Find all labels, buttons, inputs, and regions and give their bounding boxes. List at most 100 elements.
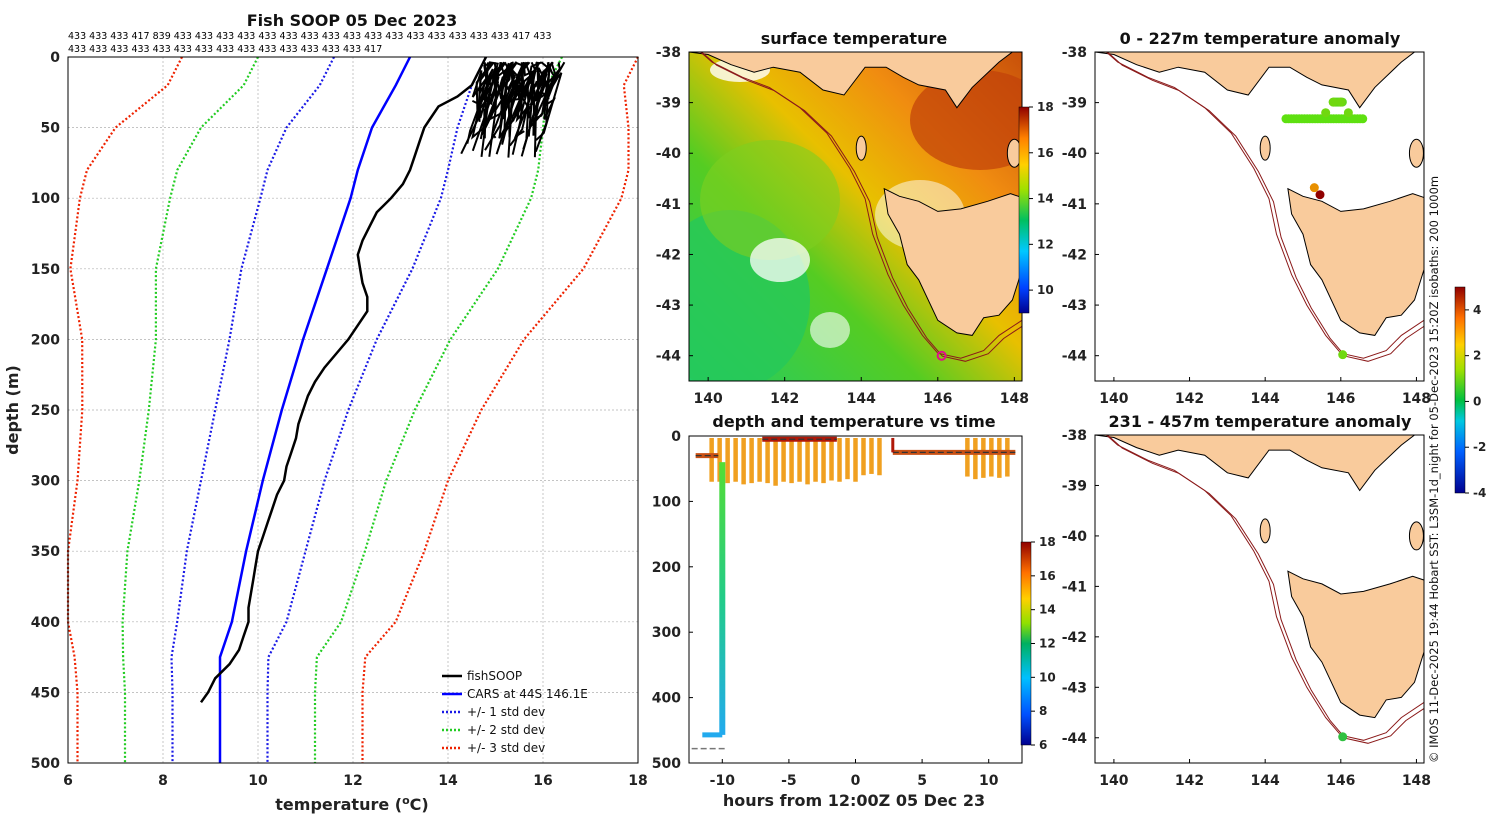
map-ytick-label: -41: [1062, 579, 1087, 595]
profile-ytick-label: 350: [31, 544, 60, 560]
map-xtick-label: 140: [694, 391, 723, 407]
depth-time-panel: depth and temperature vs time -10 -5 0 5 100…: [652, 412, 1056, 810]
depth-time-ytick-label: 400: [652, 691, 681, 707]
legend-std1: +/- 1 std dev: [467, 705, 545, 719]
profile-xlabel: temperature (oC): [275, 794, 428, 814]
map-xtick-label: 146: [1326, 391, 1355, 407]
depth-time-xtick-label: -10: [710, 773, 736, 789]
anomaly-colorbar: [1454, 286, 1466, 494]
depth-time-ytick-label: 200: [652, 560, 681, 576]
colorbar-tick-label: 16: [1037, 146, 1054, 160]
map-ytick-label: -40: [656, 146, 682, 162]
map-ytick-label: -42: [1062, 247, 1087, 263]
map-xtick-label: 144: [847, 391, 876, 407]
depth-time-frame: [688, 435, 1023, 764]
depth-time-xlabel: hours from 12:00Z 05 Dec 23: [723, 791, 985, 810]
sst-map-panel: surface temperature: [656, 29, 1054, 407]
tasmania-land: [1287, 187, 1424, 336]
map-xtick-label: 142: [1175, 391, 1204, 407]
anomaly-lower-panel: 231 - 457m temperature anomaly -38 -39 -40…: [1062, 412, 1431, 789]
anomaly-point: [1338, 350, 1348, 360]
sst-colorbar-ticks: 10 12 14 16 18: [1029, 100, 1054, 297]
anomaly-point: [1336, 97, 1346, 107]
profile-ticks: 6 8 10 12 14 16 18 0 50 100 150 200 250 300 350 400 450 5…: [31, 50, 648, 789]
profile-xtick-label: 18: [628, 773, 647, 789]
isobath-200m: [1105, 435, 1424, 741]
anomaly-point: [1338, 732, 1348, 742]
anomaly-point: [1358, 114, 1368, 124]
colorbar-tick-label: 10: [1037, 283, 1054, 297]
map-ytick-label: -41: [656, 197, 681, 213]
profile-std2-lower: [121, 56, 259, 763]
flinders-island-land: [1408, 521, 1424, 551]
king-island-land: [855, 135, 867, 161]
colorbar-tick-label: 14: [1037, 192, 1054, 206]
legend-fishsoop: fishSOOP: [467, 669, 522, 683]
isobath-1000m: [1106, 435, 1424, 744]
depth-time-ytick-label: 100: [652, 494, 681, 510]
profile-fishsoop: [199, 56, 488, 704]
deep-cast: [719, 462, 726, 735]
anomaly-lower-ticks: -38 -39 -40 -41 -42 -43 -44 140 142 144 146 148: [1062, 428, 1431, 789]
isobath-1000m: [1106, 52, 1424, 362]
profile-ytick-label: 200: [31, 332, 60, 348]
profile-surface-tow: [494, 61, 518, 120]
depth-time-xtick-label: 0: [851, 773, 861, 789]
colorbar-tick-label: 8: [1039, 704, 1047, 718]
anomaly-lower-title: 231 - 457m temperature anomaly: [1109, 412, 1412, 431]
profile-surface-tow: [535, 61, 566, 141]
profile-surface-tow: [542, 62, 561, 120]
map-xtick-label: 140: [1099, 773, 1128, 789]
profile-xtick-label: 8: [158, 773, 168, 789]
colorbar-tick-label: 0: [1473, 394, 1481, 408]
anomaly-upper-panel: 0 - 227m temperature anomaly -38 -39 -40 -4…: [1062, 29, 1431, 407]
legend-std2: +/- 2 std dev: [467, 723, 545, 737]
profile-std3-lower: [66, 56, 183, 763]
anomaly-upper-isobaths: [1105, 52, 1424, 362]
colorbar-tick-label: 12: [1039, 637, 1056, 651]
position-marker: [936, 350, 947, 361]
profile-ytick-label: 400: [31, 615, 60, 631]
anomaly-point: [1321, 108, 1331, 118]
map-xtick-label: 146: [923, 391, 952, 407]
profile-ytick-label: 300: [31, 474, 60, 490]
tasmania-land: [1287, 570, 1424, 719]
map-xtick-label: 144: [1251, 391, 1280, 407]
profile-ytick-label: 450: [31, 685, 60, 701]
depth-time-xtick-label: -5: [781, 773, 797, 789]
profile-ytick-label: 500: [31, 756, 60, 772]
anomaly-upper-land: [1095, 52, 1424, 336]
profile-cars-mean: [218, 56, 412, 763]
map-ytick-label: -43: [656, 298, 681, 314]
profile-std1-lower: [170, 56, 335, 763]
map-ytick-label: -38: [1062, 45, 1087, 61]
sst-colorbar: [1018, 106, 1030, 314]
map-ytick-label: -43: [1062, 298, 1087, 314]
colorbar-tick-label: 16: [1039, 569, 1056, 583]
profile-ytick-label: 50: [41, 121, 61, 137]
profile-std1-upper: [266, 56, 487, 763]
map-ytick-label: -43: [1062, 680, 1087, 696]
map-ytick-label: -41: [1062, 197, 1087, 213]
profile-grid: [67, 56, 639, 764]
colorbar-tick-label: 2: [1473, 349, 1481, 363]
depth-time-colorbar-ticks: 6 8 10 12 14 16 18: [1031, 535, 1056, 752]
king-island-land: [1259, 518, 1271, 544]
map-ytick-label: -44: [1062, 349, 1088, 365]
sst-map-field: [689, 52, 1022, 381]
map-ytick-label: -42: [1062, 630, 1087, 646]
colorbar-tick-label: 18: [1039, 535, 1056, 549]
profile-counts-line1: 433 433 433 417 839 433 433 433 433 433 …: [68, 31, 551, 42]
sst-map-isobaths: [699, 52, 1022, 362]
map-ytick-label: -39: [656, 96, 681, 112]
depth-time-data: [691, 436, 1016, 750]
depth-time-colorbar: [1020, 541, 1032, 746]
anomaly-lower-frame: [1094, 434, 1425, 764]
profile-xtick-label: 16: [533, 773, 552, 789]
profile-ytick-label: 150: [31, 262, 60, 278]
colorbar-tick-label: 18: [1037, 100, 1054, 114]
sst-map-land: [689, 52, 1022, 336]
map-ytick-label: -42: [656, 247, 681, 263]
anomaly-upper-title: 0 - 227m temperature anomaly: [1120, 29, 1401, 48]
